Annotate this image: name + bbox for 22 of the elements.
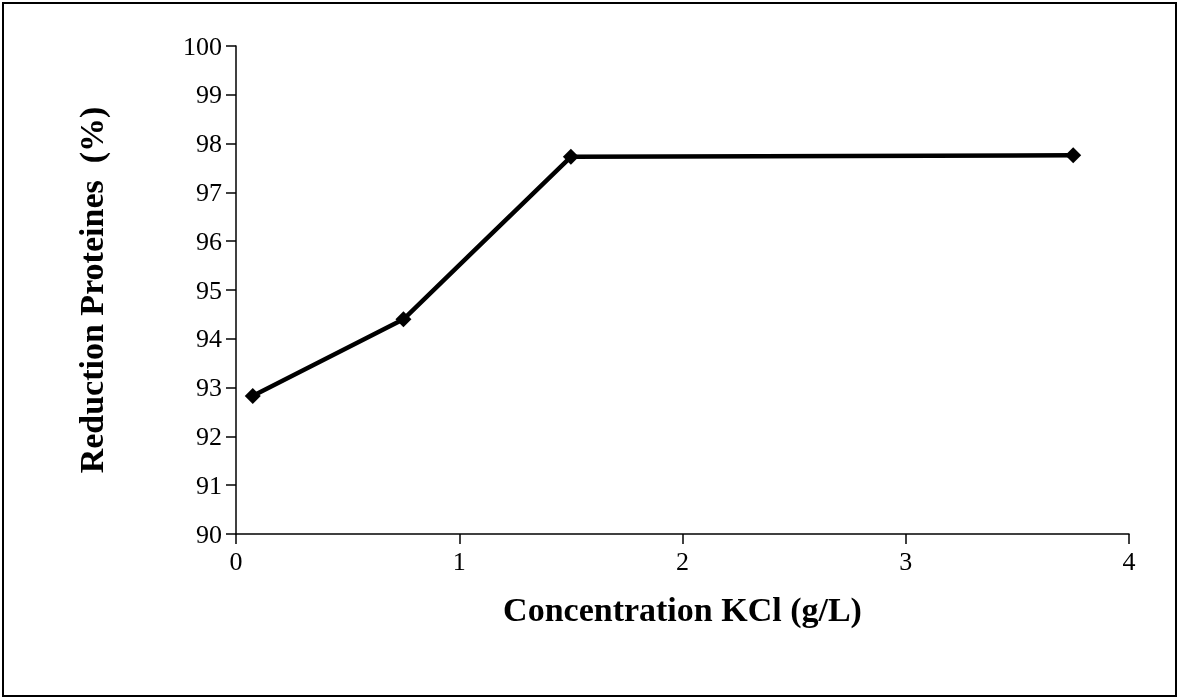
point — [562, 148, 579, 165]
point — [1065, 147, 1082, 164]
y-axis-title: Reduction Proteines (%) — [72, 106, 111, 474]
y-tick-label: 93 — [196, 373, 222, 403]
y-tick-label: 92 — [196, 421, 222, 451]
y-tick-label: 98 — [196, 129, 222, 159]
point — [395, 311, 412, 328]
y-tick-label: 95 — [196, 275, 222, 305]
y-tick-label: 94 — [196, 324, 222, 354]
x-axis-title: Concentration KCl (g/L) — [503, 590, 862, 629]
y-tick-label: 99 — [196, 80, 222, 110]
y-tick-label: 96 — [196, 226, 222, 256]
y-tick-label: 90 — [196, 519, 222, 549]
y-tick-label: 91 — [196, 470, 222, 500]
y-tick-label: 100 — [183, 31, 222, 61]
x-tick-label: 4 — [1122, 546, 1136, 576]
x-tick-label: 1 — [452, 546, 466, 576]
x-tick-label: 0 — [229, 546, 243, 576]
y-tick-label: 97 — [196, 177, 222, 207]
x-tick-label: 3 — [899, 546, 913, 576]
x-tick-label: 2 — [676, 546, 689, 576]
point — [244, 387, 261, 404]
